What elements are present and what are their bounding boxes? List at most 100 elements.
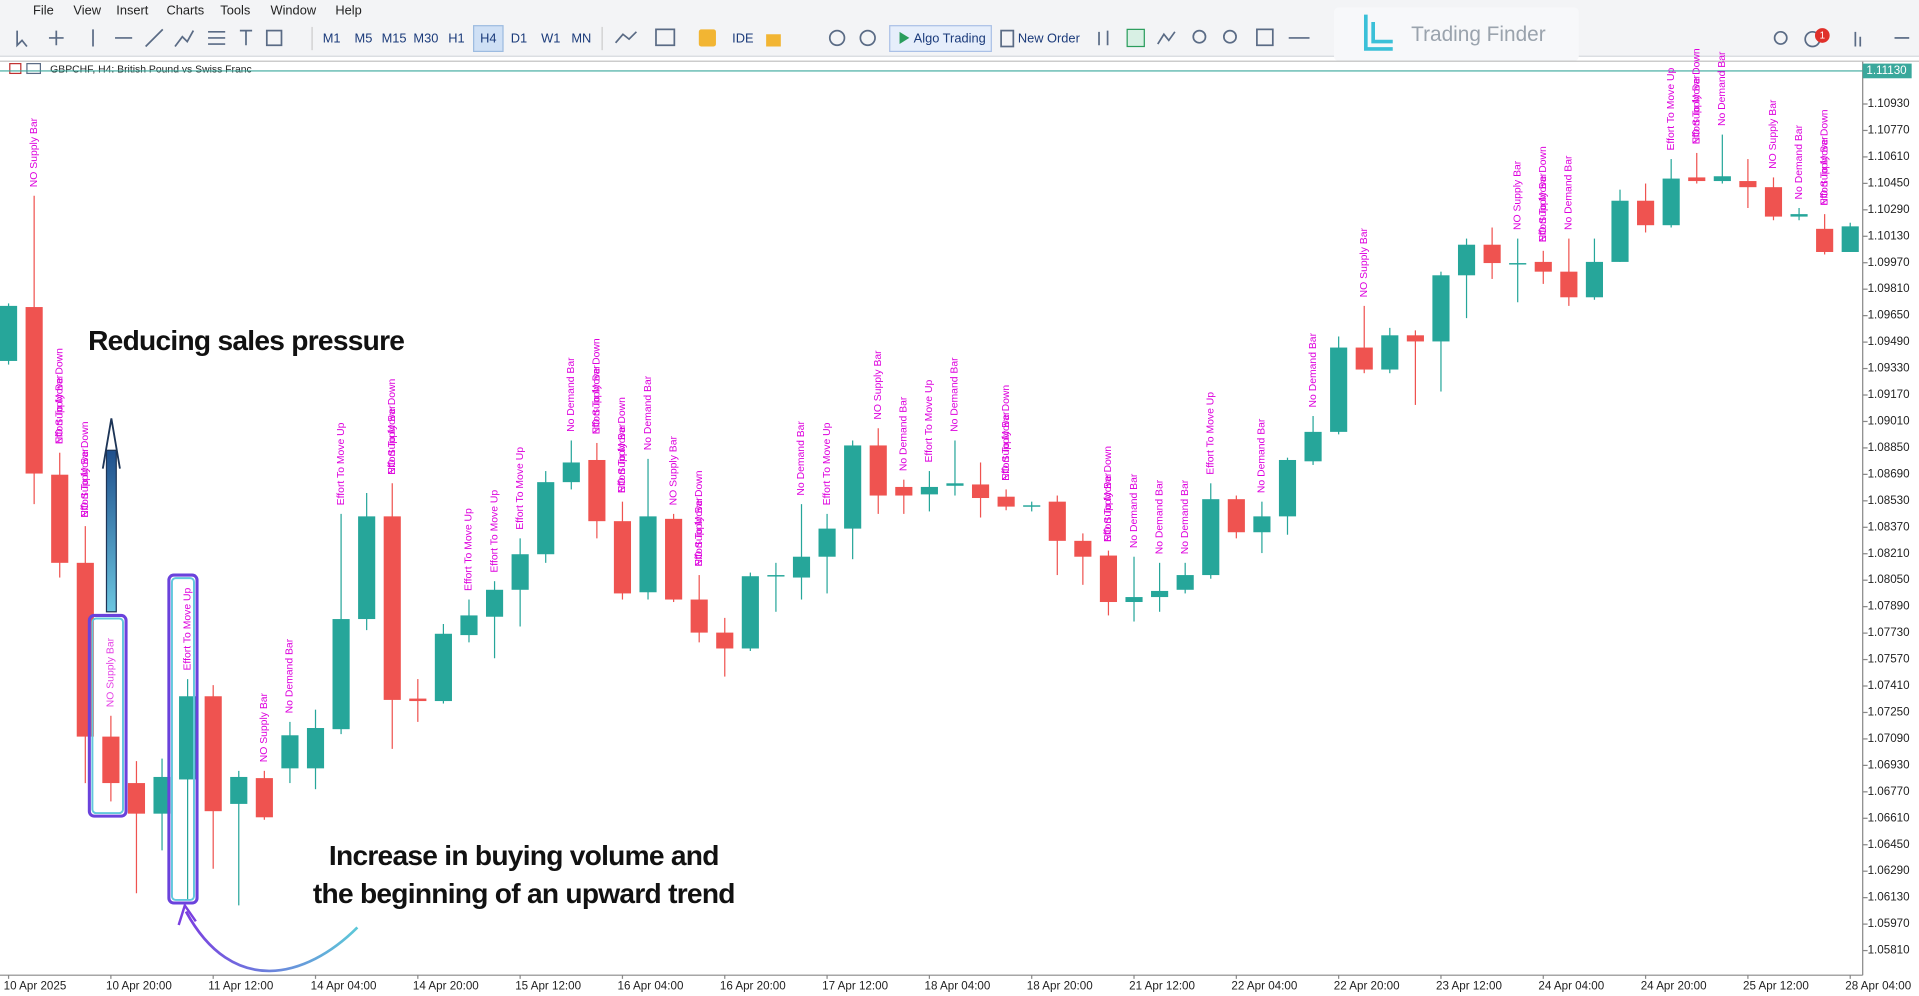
candle-body: [281, 735, 299, 769]
line-icon[interactable]: [1157, 31, 1176, 45]
signal-label: Effort To Move Down: [80, 421, 91, 517]
y-tick-label: 1.08530: [1868, 494, 1910, 507]
x-tick-label: 16 Apr 04:00: [618, 979, 684, 992]
candle-body: [51, 474, 69, 563]
candle-body: [383, 516, 401, 700]
logo-text: Trading Finder: [1411, 23, 1546, 46]
ide-button[interactable]: IDE: [732, 31, 753, 46]
menu-item[interactable]: Help: [335, 2, 361, 17]
menu-item[interactable]: Tools: [220, 2, 250, 17]
bars-icon[interactable]: [1098, 30, 1109, 46]
indicator-icon[interactable]: [614, 31, 638, 44]
search-icon[interactable]: [1773, 30, 1788, 45]
menu-item[interactable]: Insert: [116, 2, 149, 17]
signal-label: No Demand Bar: [1308, 332, 1319, 407]
candle-body: [1099, 555, 1118, 603]
toolbar-texts: M1 M5 M15 M30 H1 H4 D1 W1 MN IDE Algo Tr…: [323, 23, 1825, 46]
shapes-icon[interactable]: [265, 29, 283, 47]
candle-body: [409, 698, 427, 702]
candle-body: [1278, 459, 1297, 517]
candle-body: [1406, 335, 1424, 342]
menu-item[interactable]: File: [33, 2, 54, 17]
signal-label: No Demand Bar: [1794, 124, 1805, 199]
timeframe-button[interactable]: M1: [323, 31, 341, 46]
candle-body: [1483, 244, 1501, 264]
candle-body: [1662, 178, 1680, 226]
x-tick-label: 11 Apr 12:00: [208, 979, 273, 992]
algo-trading-label[interactable]: Algo Trading: [914, 31, 986, 46]
timeframe-button[interactable]: MN: [571, 31, 591, 46]
candle-body: [1713, 176, 1731, 182]
template-icon[interactable]: [655, 28, 676, 47]
menu-item[interactable]: View: [73, 2, 101, 17]
signal-label: No Demand Bar: [1257, 418, 1268, 493]
y-tick-label: 1.09490: [1868, 335, 1910, 348]
tile-icon[interactable]: [1256, 28, 1274, 47]
timeframe-button[interactable]: W1: [541, 31, 560, 46]
y-tick-label: 1.06610: [1868, 811, 1910, 824]
y-tick-label: 1.08050: [1868, 573, 1910, 586]
menu-item[interactable]: Charts: [166, 2, 204, 17]
logo-mark: [1363, 14, 1393, 51]
candle-body: [127, 783, 146, 814]
y-tick-label: 1.08370: [1868, 520, 1910, 533]
signal-label: NO Supply Bar: [1768, 99, 1779, 169]
candle-body: [1048, 501, 1066, 541]
timeframe-button[interactable]: M5: [355, 31, 373, 46]
play-icon: [899, 31, 910, 45]
candle-body: [1074, 540, 1092, 557]
candle-body: [562, 462, 580, 483]
channel-icon[interactable]: [174, 30, 195, 48]
signal-label: NO Supply Bar: [259, 692, 270, 762]
candles-icon[interactable]: [1126, 28, 1145, 48]
y-tick-label: 1.08210: [1868, 547, 1910, 560]
candle-body: [869, 445, 887, 496]
y-tick-label: 1.05810: [1868, 944, 1910, 957]
candle-body: [946, 483, 964, 486]
new-order-button[interactable]: New Order: [1018, 31, 1081, 46]
timeframe-button[interactable]: M30: [413, 31, 438, 46]
signal-label: Effort To Move Down: [1001, 385, 1012, 481]
timeframe-button[interactable]: H1: [448, 31, 464, 46]
candle-body: [179, 696, 197, 780]
vps-icon[interactable]: [859, 29, 876, 47]
y-tick-label: 1.05970: [1868, 917, 1910, 930]
text-icon[interactable]: [239, 29, 253, 46]
signal-icon[interactable]: [828, 29, 846, 47]
curved-arrow-head: [177, 902, 197, 926]
candle-body: [1841, 226, 1859, 252]
menu-item[interactable]: Window: [270, 2, 316, 17]
candle-body: [1585, 261, 1604, 298]
signal-label: No Demand Bar: [899, 396, 910, 471]
fibo-icon[interactable]: [208, 30, 226, 45]
candle-body: [920, 486, 938, 495]
signal-label: NO Supply Bar: [1359, 227, 1370, 297]
trendline-icon[interactable]: [145, 28, 164, 48]
signal-label: NO Supply Bar: [873, 350, 884, 420]
signal-label: No Demand Bar: [1717, 51, 1728, 126]
curved-arrow: [184, 910, 359, 973]
order-icon[interactable]: [1000, 29, 1015, 48]
chart-icon: [26, 63, 41, 75]
candle-body: [434, 633, 452, 702]
price-tag: [1862, 63, 1912, 79]
zoom-in-icon[interactable]: [1192, 29, 1207, 44]
y-tick-label: 1.08850: [1868, 441, 1910, 454]
y-tick-label: 1.06290: [1868, 864, 1910, 877]
up-arrow-shaft: [105, 449, 117, 613]
market-icon[interactable]: [698, 29, 716, 47]
signal-label: Effort To Move Down: [617, 397, 628, 493]
timeframe-button[interactable]: H4: [480, 31, 496, 46]
candle-body: [716, 632, 734, 649]
y-tick-label: 1.09010: [1868, 415, 1910, 428]
y-tick-label: 1.10930: [1868, 97, 1910, 110]
lock-icon[interactable]: [766, 34, 781, 47]
logo-background: [1333, 7, 1579, 62]
signal-label: No Demand Bar: [566, 357, 577, 432]
crosshair-icon[interactable]: [48, 30, 64, 46]
cursor-icon[interactable]: [16, 30, 28, 48]
signal-label: No Demand Bar: [1129, 473, 1140, 548]
timeframe-button[interactable]: D1: [511, 31, 527, 46]
zoom-out-icon[interactable]: [1222, 29, 1237, 44]
timeframe-button[interactable]: M15: [382, 31, 407, 46]
